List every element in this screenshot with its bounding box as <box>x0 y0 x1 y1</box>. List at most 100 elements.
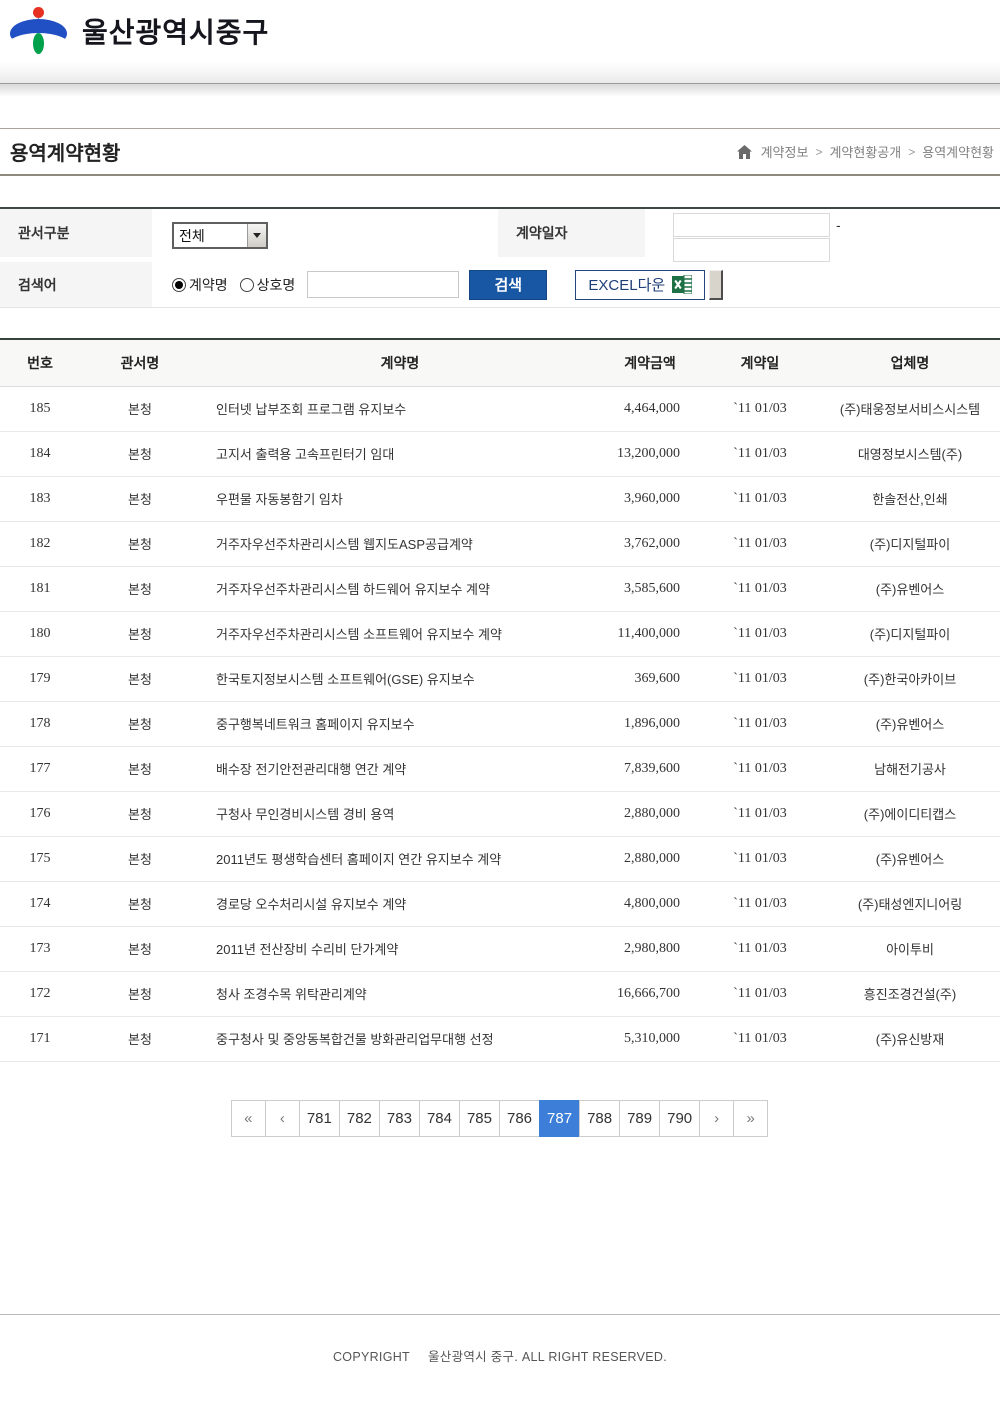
pagination-page-784[interactable]: 784 <box>418 1099 460 1137</box>
breadcrumb-item-2[interactable]: 계약현황공개 <box>829 145 902 160</box>
page-title: 용역계약현황 <box>10 143 121 165</box>
logo-green-oval <box>33 33 44 54</box>
col-header-company: 업체명 <box>820 339 1000 387</box>
cell-office: 본청 <box>80 521 200 567</box>
radio-company-name[interactable]: 상호명 <box>239 275 295 295</box>
cell-office: 본청 <box>80 746 200 792</box>
office-select[interactable]: 전체 <box>172 222 268 249</box>
cell-office: 본청 <box>80 791 200 837</box>
cell-office: 본청 <box>80 611 200 657</box>
table-header-row: 번호 관서명 계약명 계약금액 계약일 업체명 <box>0 339 1000 387</box>
cell-name: 구청사 무인경비시스템 경비 용역 <box>200 791 600 837</box>
pagination-page-788[interactable]: 788 <box>579 1099 621 1137</box>
table-row: 184 본청 고지서 출력용 고속프린터기 임대 13,200,000 `11 01/0… <box>0 431 1000 477</box>
cell-name: 배수장 전기안전관리대행 연간 계약 <box>200 746 600 792</box>
table-row: 182 본청 거주자우선주차관리시스템 웹지도ASP공급계약 3,762,000 `11… <box>0 521 1000 567</box>
cell-company: (주)유벤어스 <box>820 566 1000 612</box>
table-row: 180 본청 거주자우선주차관리시스템 소프트웨어 유지보수 계약 11,400,00… <box>0 611 1000 657</box>
cell-company: 대영정보시스템(주) <box>820 431 1000 477</box>
home-icon[interactable] <box>736 144 752 159</box>
cell-name: 거주자우선주차관리시스템 소프트웨어 유지보수 계약 <box>200 611 600 657</box>
cell-amount: 2,880,000 <box>600 836 700 882</box>
cell-office: 본청 <box>80 386 200 432</box>
cell-name: 거주자우선주차관리시스템 하드웨어 유지보수 계약 <box>200 566 600 612</box>
search-button[interactable]: 검색 <box>469 269 548 300</box>
radio-contract-name-circle[interactable] <box>172 277 186 292</box>
cell-name: 2011년 전산장비 수리비 단가계약 <box>200 926 600 972</box>
city-logo-icon <box>5 6 72 63</box>
table-row: 183 본청 우편물 자동봉함기 임차 3,960,000 `11 01/03 한솔전산,… <box>0 476 1000 522</box>
contract-table-wrap: 번호 관서명 계약명 계약금액 계약일 업체명 185 본청 인터넷 납부조회 프로… <box>0 338 1000 1062</box>
keyword-input[interactable] <box>307 271 460 298</box>
cell-amount: 3,585,600 <box>600 566 700 612</box>
cell-no: 173 <box>0 926 80 972</box>
site-name[interactable]: 울산광역시중구 <box>82 17 270 48</box>
cell-company: (주)한국아카이브 <box>820 656 1000 702</box>
cell-name: 고지서 출력용 고속프린터기 임대 <box>200 431 600 477</box>
keyword-label: 검색어 <box>0 262 152 307</box>
pagination-page-782[interactable]: 782 <box>338 1099 380 1137</box>
cell-office: 본청 <box>80 566 200 612</box>
cell-date: `11 01/03 <box>700 476 820 522</box>
form-row-office-date: 관서구분 전체 계약일자 - <box>0 209 1000 262</box>
cell-amount: 2,880,000 <box>600 791 700 837</box>
pagination-last[interactable]: » <box>733 1099 769 1137</box>
copyright-body: 울산광역시 중구. ALL RIGHT RESERVED. <box>427 1349 668 1364</box>
cell-amount: 13,200,000 <box>600 431 700 477</box>
cell-company: (주)에이디티캡스 <box>820 791 1000 837</box>
date-to-input[interactable] <box>673 238 830 262</box>
cell-amount: 3,960,000 <box>600 476 700 522</box>
cell-company: (주)유신방재 <box>820 1016 1000 1062</box>
pagination-page-783[interactable]: 783 <box>378 1099 420 1137</box>
cell-amount: 11,400,000 <box>600 611 700 657</box>
pagination-first[interactable]: « <box>230 1099 266 1137</box>
table-row: 174 본청 경로당 오수처리시설 유지보수 계약 4,800,000 `11 01/0… <box>0 881 1000 927</box>
pagination-page-789[interactable]: 789 <box>619 1099 661 1137</box>
date-from-input[interactable] <box>673 213 830 237</box>
select-dropdown-arrow-icon[interactable] <box>247 224 266 247</box>
col-header-name: 계약명 <box>200 339 600 387</box>
pagination-page-787[interactable]: 787 <box>539 1099 581 1137</box>
cell-amount: 5,310,000 <box>600 1016 700 1062</box>
excel-download-button[interactable]: EXCEL다운 <box>575 269 706 300</box>
pagination-page-781[interactable]: 781 <box>298 1099 340 1137</box>
cell-amount: 3,762,000 <box>600 521 700 567</box>
table-row: 181 본청 거주자우선주차관리시스템 하드웨어 유지보수 계약 3,585,600 `… <box>0 566 1000 612</box>
cell-no: 174 <box>0 881 80 927</box>
cell-date: `11 01/03 <box>700 611 820 657</box>
header-band-shadow <box>0 84 1000 97</box>
cell-no: 171 <box>0 1016 80 1062</box>
cell-name: 2011년도 평생학습센터 홈페이지 연간 유지보수 계약 <box>200 836 600 882</box>
keyword-type-radio-group: 계약명 상호명 <box>172 275 295 295</box>
site-logo[interactable]: 울산광역시중구 <box>5 6 270 63</box>
cell-company: (주)태성엔지니어링 <box>820 881 1000 927</box>
cell-date: `11 01/03 <box>700 656 820 702</box>
breadcrumb: 계약정보 > 계약현황공개 > 용역계약현황 <box>736 142 994 161</box>
radio-contract-name[interactable]: 계약명 <box>172 275 228 295</box>
pagination-page-785[interactable]: 785 <box>458 1099 500 1137</box>
copyright-prefix: COPYRIGHT <box>332 1349 410 1364</box>
mini-scrollbar[interactable] <box>709 269 724 300</box>
breadcrumb-item-3[interactable]: 용역계약현황 <box>922 145 994 160</box>
footer: COPYRIGHT 울산광역시 중구. ALL RIGHT RESERVED. <box>0 1313 1000 1415</box>
pagination-page-786[interactable]: 786 <box>499 1099 541 1137</box>
cell-no: 180 <box>0 611 80 657</box>
pagination: «‹ 781 782 783 784 785 786 787 788 789 790 ›» <box>0 1099 1000 1137</box>
pagination-next[interactable]: › <box>699 1099 735 1137</box>
pagination-prev[interactable]: ‹ <box>264 1099 300 1137</box>
breadcrumb-item-1[interactable]: 계약정보 <box>760 145 809 160</box>
keyword-cell: 계약명 상호명 검색 EXCEL다운 <box>152 262 1000 307</box>
cell-company: 남해전기공사 <box>820 746 1000 792</box>
cell-amount: 4,464,000 <box>600 386 700 432</box>
radio-company-name-circle[interactable] <box>239 277 254 292</box>
cell-no: 179 <box>0 656 80 702</box>
cell-name: 중구행복네트워크 홈페이지 유지보수 <box>200 701 600 747</box>
cell-name: 인터넷 납부조회 프로그램 유지보수 <box>200 386 600 432</box>
pagination-page-790[interactable]: 790 <box>659 1099 701 1137</box>
cell-date: `11 01/03 <box>700 971 820 1017</box>
cell-company: 흥진조경건설(주) <box>820 971 1000 1017</box>
cell-office: 본청 <box>80 881 200 927</box>
cell-date: `11 01/03 <box>700 701 820 747</box>
cell-office: 본청 <box>80 836 200 882</box>
cell-no: 182 <box>0 521 80 567</box>
